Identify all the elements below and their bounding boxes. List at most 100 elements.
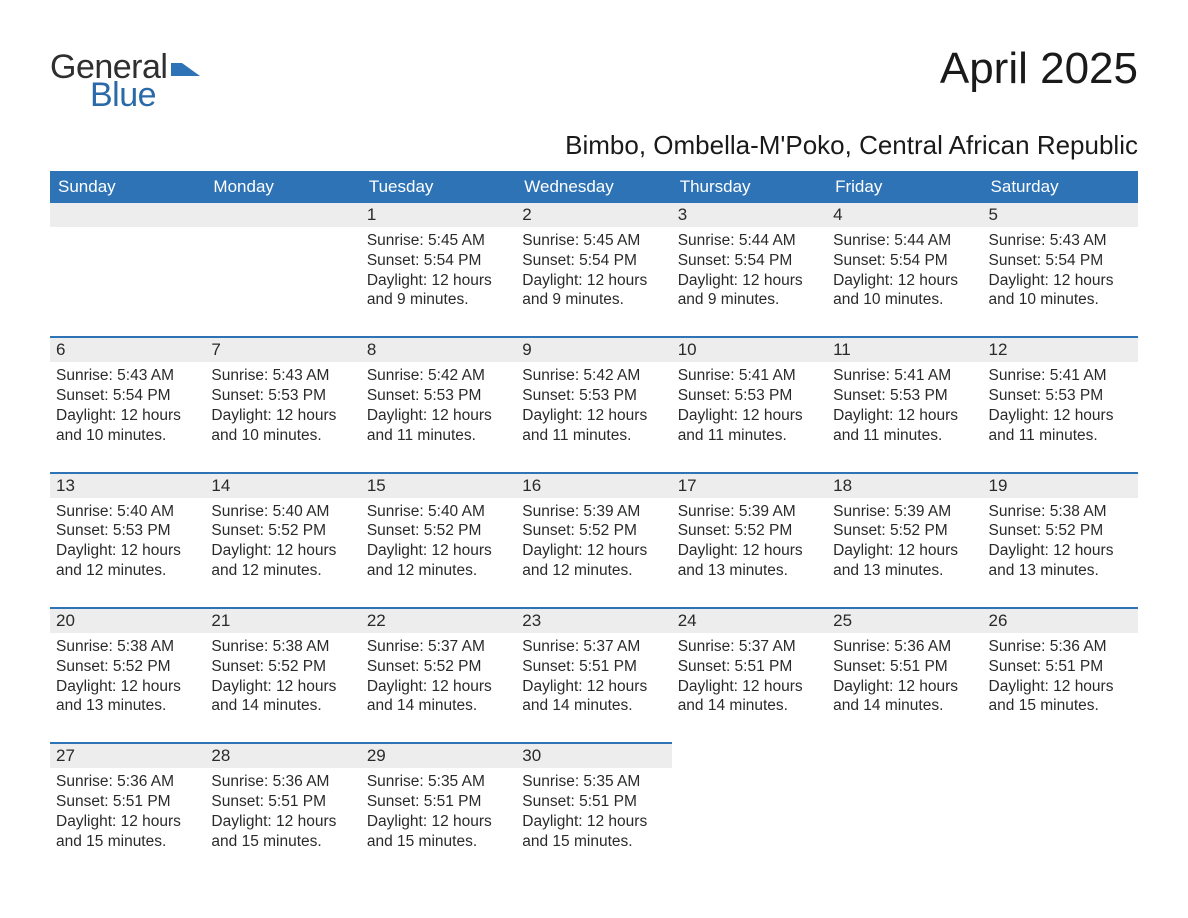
weekday-header: Thursday (672, 171, 827, 203)
day-cell (983, 742, 1138, 877)
day-cell: 22Sunrise: 5:37 AMSunset: 5:52 PMDayligh… (361, 607, 516, 742)
day-cell: 29Sunrise: 5:35 AMSunset: 5:51 PMDayligh… (361, 742, 516, 877)
sunset-text: Sunset: 5:51 PM (56, 792, 199, 812)
sunset-text: Sunset: 5:52 PM (522, 521, 665, 541)
daylight-text: Daylight: 12 hours and 15 minutes. (211, 812, 354, 852)
daylight-text: Daylight: 12 hours and 14 minutes. (211, 677, 354, 717)
day-number: 1 (361, 203, 516, 227)
day-cell: 2Sunrise: 5:45 AMSunset: 5:54 PMDaylight… (516, 203, 671, 336)
sunrise-text: Sunrise: 5:39 AM (522, 502, 665, 522)
day-number: 4 (827, 203, 982, 227)
day-detail: Sunrise: 5:40 AMSunset: 5:52 PMDaylight:… (205, 498, 360, 581)
sunrise-text: Sunrise: 5:38 AM (56, 637, 199, 657)
day-cell: 23Sunrise: 5:37 AMSunset: 5:51 PMDayligh… (516, 607, 671, 742)
day-cell: 14Sunrise: 5:40 AMSunset: 5:52 PMDayligh… (205, 472, 360, 607)
day-detail: Sunrise: 5:36 AMSunset: 5:51 PMDaylight:… (827, 633, 982, 716)
daylight-text: Daylight: 12 hours and 10 minutes. (833, 271, 976, 311)
daylight-text: Daylight: 12 hours and 14 minutes. (367, 677, 510, 717)
day-number: 19 (983, 472, 1138, 498)
flag-icon (171, 56, 201, 80)
sunset-text: Sunset: 5:51 PM (211, 792, 354, 812)
sunrise-text: Sunrise: 5:39 AM (678, 502, 821, 522)
sunset-text: Sunset: 5:51 PM (833, 657, 976, 677)
day-cell: 12Sunrise: 5:41 AMSunset: 5:53 PMDayligh… (983, 336, 1138, 471)
sunrise-text: Sunrise: 5:45 AM (522, 231, 665, 251)
sunrise-text: Sunrise: 5:36 AM (211, 772, 354, 792)
day-number: 23 (516, 607, 671, 633)
day-cell: 18Sunrise: 5:39 AMSunset: 5:52 PMDayligh… (827, 472, 982, 607)
day-cell: 5Sunrise: 5:43 AMSunset: 5:54 PMDaylight… (983, 203, 1138, 336)
sunset-text: Sunset: 5:54 PM (678, 251, 821, 271)
sunrise-text: Sunrise: 5:40 AM (56, 502, 199, 522)
day-detail: Sunrise: 5:37 AMSunset: 5:51 PMDaylight:… (516, 633, 671, 716)
day-cell: 17Sunrise: 5:39 AMSunset: 5:52 PMDayligh… (672, 472, 827, 607)
day-cell: 11Sunrise: 5:41 AMSunset: 5:53 PMDayligh… (827, 336, 982, 471)
day-number: 27 (50, 742, 205, 768)
daylight-text: Daylight: 12 hours and 11 minutes. (833, 406, 976, 446)
day-number: 24 (672, 607, 827, 633)
day-number: 14 (205, 472, 360, 498)
day-cell: 26 Sunrise: 5:36 AMSunset: 5:51 PMDayligh… (983, 607, 1138, 742)
daylight-text: Daylight: 12 hours and 15 minutes. (989, 677, 1132, 717)
daylight-text: Daylight: 12 hours and 15 minutes. (367, 812, 510, 852)
sunset-text: Sunset: 5:52 PM (211, 521, 354, 541)
sunset-text: Sunset: 5:54 PM (522, 251, 665, 271)
daylight-text: Daylight: 12 hours and 9 minutes. (367, 271, 510, 311)
daylight-text: Daylight: 12 hours and 14 minutes. (678, 677, 821, 717)
day-number: 26 (983, 607, 1138, 633)
weekday-header: Monday (205, 171, 360, 203)
sunrise-text: Sunrise: 5:37 AM (367, 637, 510, 657)
day-detail: Sunrise: 5:38 AMSunset: 5:52 PMDaylight:… (50, 633, 205, 716)
day-cell (672, 742, 827, 877)
daylight-text: Daylight: 12 hours and 12 minutes. (522, 541, 665, 581)
sunrise-text: Sunrise: 5:36 AM (989, 637, 1132, 657)
day-cell (50, 203, 205, 336)
day-number: 17 (672, 472, 827, 498)
day-detail: Sunrise: 5:39 AMSunset: 5:52 PMDaylight:… (672, 498, 827, 581)
daylight-text: Daylight: 12 hours and 13 minutes. (56, 677, 199, 717)
day-cell: 15Sunrise: 5:40 AMSunset: 5:52 PMDayligh… (361, 472, 516, 607)
day-cell (827, 742, 982, 877)
day-cell: 13Sunrise: 5:40 AMSunset: 5:53 PMDayligh… (50, 472, 205, 607)
month-title: April 2025 (940, 44, 1138, 94)
day-cell: 30Sunrise: 5:35 AMSunset: 5:51 PMDayligh… (516, 742, 671, 877)
day-cell: 8Sunrise: 5:42 AMSunset: 5:53 PMDaylight… (361, 336, 516, 471)
sunset-text: Sunset: 5:54 PM (367, 251, 510, 271)
day-detail: Sunrise: 5:45 AMSunset: 5:54 PMDaylight:… (361, 227, 516, 310)
sunset-text: Sunset: 5:54 PM (833, 251, 976, 271)
day-number: 28 (205, 742, 360, 768)
sunrise-text: Sunrise: 5:38 AM (989, 502, 1132, 522)
sunset-text: Sunset: 5:52 PM (989, 521, 1132, 541)
sunset-text: Sunset: 5:52 PM (367, 657, 510, 677)
calendar-table: SundayMondayTuesdayWednesdayThursdayFrid… (50, 171, 1138, 878)
day-detail: Sunrise: 5:36 AMSunset: 5:51 PMDaylight:… (205, 768, 360, 851)
daylight-text: Daylight: 12 hours and 11 minutes. (522, 406, 665, 446)
sunrise-text: Sunrise: 5:36 AM (56, 772, 199, 792)
week-row: 13Sunrise: 5:40 AMSunset: 5:53 PMDayligh… (50, 472, 1138, 607)
sunrise-text: Sunrise: 5:37 AM (522, 637, 665, 657)
sunset-text: Sunset: 5:53 PM (678, 386, 821, 406)
daylight-text: Daylight: 12 hours and 13 minutes. (833, 541, 976, 581)
sunrise-text: Sunrise: 5:44 AM (678, 231, 821, 251)
day-cell: 27Sunrise: 5:36 AMSunset: 5:51 PMDayligh… (50, 742, 205, 877)
day-number: 11 (827, 336, 982, 362)
empty-day (50, 203, 205, 227)
day-detail: Sunrise: 5:42 AMSunset: 5:53 PMDaylight:… (516, 362, 671, 445)
empty-day (205, 203, 360, 227)
daylight-text: Daylight: 12 hours and 14 minutes. (833, 677, 976, 717)
day-number: 20 (50, 607, 205, 633)
day-number: 9 (516, 336, 671, 362)
day-cell: 16Sunrise: 5:39 AMSunset: 5:52 PMDayligh… (516, 472, 671, 607)
daylight-text: Daylight: 12 hours and 10 minutes. (211, 406, 354, 446)
day-cell: 25Sunrise: 5:36 AMSunset: 5:51 PMDayligh… (827, 607, 982, 742)
day-cell: 21Sunrise: 5:38 AMSunset: 5:52 PMDayligh… (205, 607, 360, 742)
sunrise-text: Sunrise: 5:35 AM (522, 772, 665, 792)
sunset-text: Sunset: 5:51 PM (989, 657, 1132, 677)
sunset-text: Sunset: 5:54 PM (56, 386, 199, 406)
week-row: 20Sunrise: 5:38 AMSunset: 5:52 PMDayligh… (50, 607, 1138, 742)
sunrise-text: Sunrise: 5:40 AM (211, 502, 354, 522)
sunrise-text: Sunrise: 5:45 AM (367, 231, 510, 251)
sunset-text: Sunset: 5:53 PM (522, 386, 665, 406)
week-row: 27Sunrise: 5:36 AMSunset: 5:51 PMDayligh… (50, 742, 1138, 877)
sunrise-text: Sunrise: 5:39 AM (833, 502, 976, 522)
